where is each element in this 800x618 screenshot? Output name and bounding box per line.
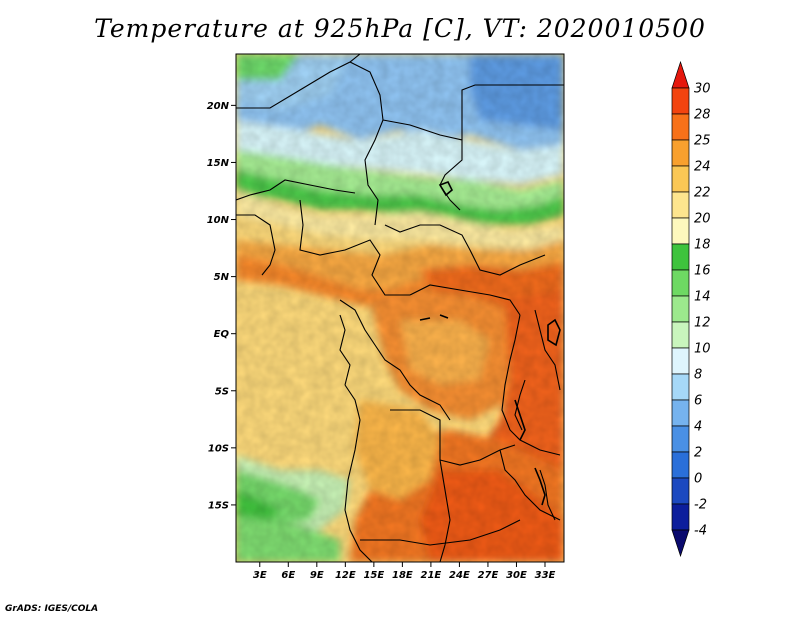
- colorbar-swatch: [671, 113, 690, 141]
- colorbar-swatch: [671, 425, 690, 453]
- colorbar-swatch: [671, 191, 690, 219]
- lat-tick-label: 10S: [208, 443, 229, 454]
- colorbar-label: 12: [694, 316, 711, 331]
- colorbar-label: -2: [694, 498, 707, 513]
- colorbar-label: 22: [694, 186, 711, 201]
- colorbar-swatch: [671, 373, 690, 401]
- colorbar-label: 18: [694, 238, 711, 253]
- colorbar-label: 6: [694, 394, 702, 409]
- lon-tick-label: 27E: [478, 570, 499, 581]
- colorbar-swatch: [671, 165, 690, 193]
- colorbar-swatch: [671, 243, 690, 271]
- lon-tick-label: 24E: [449, 570, 470, 581]
- colorbar-label: 24: [694, 160, 711, 175]
- colorbar-swatch: [671, 321, 690, 349]
- longitude-ticks: 3E 6E 9E 12E 15E 18E 21E 24E 27E 30E 33E: [253, 562, 556, 581]
- lon-tick-label: 6E: [281, 570, 295, 581]
- colorbar-swatch: [671, 139, 690, 167]
- colorbar-label: 20: [694, 212, 711, 227]
- colorbar-swatch: [671, 399, 690, 427]
- latitude-ticks: 20N 15N 10N 5N EQ 5S 10S 15S: [207, 101, 236, 511]
- lat-tick-label: 15S: [208, 500, 229, 511]
- lat-tick-label: 5N: [214, 272, 230, 283]
- colorbar-swatch: [671, 451, 690, 479]
- lon-tick-label: 3E: [253, 570, 267, 581]
- colorbar-swatch: [671, 87, 690, 115]
- lon-tick-label: 18E: [392, 570, 413, 581]
- lat-tick-label: 5S: [215, 386, 229, 397]
- lon-tick-label: 9E: [310, 570, 324, 581]
- colorbar-swatch: [671, 269, 690, 297]
- colorbar-label: 10: [694, 342, 711, 357]
- colorbar-label: 14: [694, 290, 711, 305]
- map-frame: [235, 53, 565, 563]
- colorbar-swatch: [671, 217, 690, 245]
- colorbar-swatch: [671, 529, 690, 558]
- lat-tick-label: 20N: [207, 101, 230, 112]
- colorbar-label: -4: [694, 524, 707, 539]
- lon-tick-label: 33E: [535, 570, 556, 581]
- lat-tick-label: 10N: [207, 215, 230, 226]
- colorbar-label: 30: [694, 82, 711, 97]
- colorbar-swatch: [671, 477, 690, 505]
- lon-tick-label: 30E: [506, 570, 527, 581]
- colorbar-swatch: [671, 60, 690, 89]
- colorbar-swatch: [671, 503, 690, 531]
- country-borders: [236, 54, 564, 562]
- lat-tick-label: 15N: [207, 158, 230, 169]
- colorbar-label: 28: [694, 108, 711, 123]
- colorbar-label: 4: [694, 420, 702, 435]
- colorbar-label: 16: [694, 264, 711, 279]
- map-title: Temperature at 925hPa [C], VT: 202001050…: [94, 14, 706, 43]
- colorbar-swatch: [671, 347, 690, 375]
- lon-tick-label: 12E: [335, 570, 356, 581]
- colorbar-label: 0: [694, 472, 702, 487]
- lat-tick-label: EQ: [214, 329, 230, 340]
- colorbar-label: 25: [694, 134, 711, 149]
- colorbar-label: 8: [694, 368, 702, 383]
- colorbar-label: 2: [694, 446, 702, 461]
- lon-tick-label: 21E: [421, 570, 442, 581]
- colorbar-swatch: [671, 295, 690, 323]
- temperature-field: [236, 54, 564, 562]
- lon-tick-label: 15E: [363, 570, 384, 581]
- lakes: [419, 180, 561, 506]
- grads-credit: GrADS: IGES/COLA: [5, 604, 99, 614]
